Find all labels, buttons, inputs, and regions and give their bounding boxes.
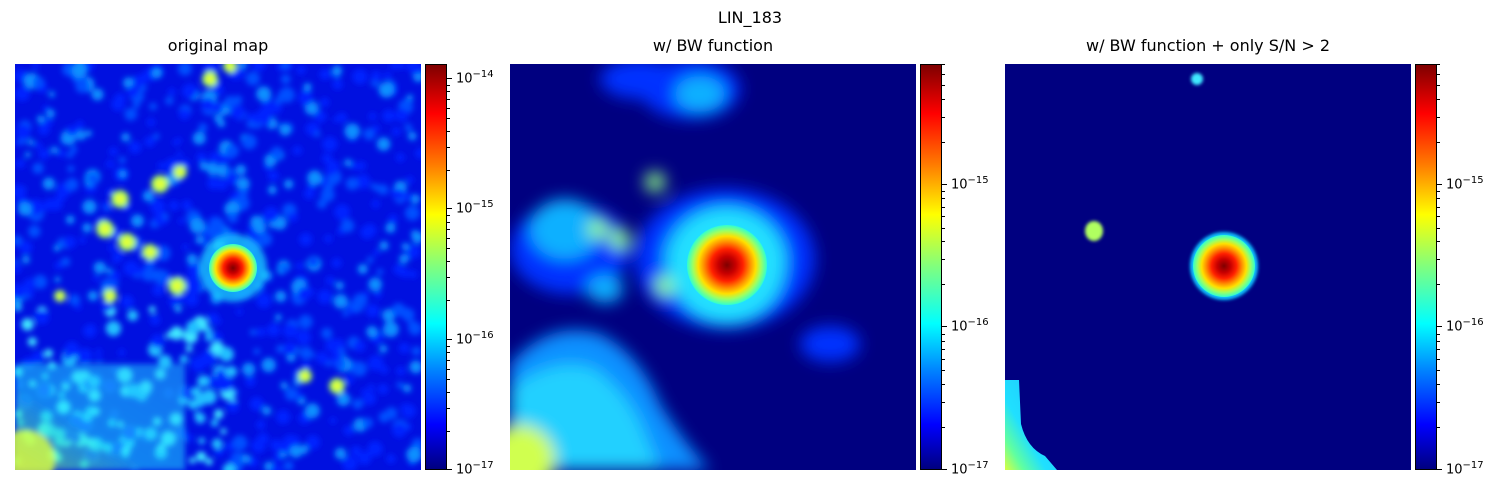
colorbar-minor-tick <box>447 118 450 120</box>
colorbar-ticks: 10−17 10−16 10−15 <box>942 64 1012 477</box>
colorbar-minor-tick <box>942 370 945 372</box>
colorbar-minor-tick <box>447 359 450 361</box>
colorbar-minor-tick <box>942 341 945 343</box>
colorbar-tick-label: 10−17 <box>942 460 1002 477</box>
colorbar-minor-tick <box>447 99 450 101</box>
colorbar-minor-tick <box>942 84 945 86</box>
colorbar-minor-tick <box>942 358 945 360</box>
colorbar-minor-tick <box>447 391 450 393</box>
colorbar-minor-tick <box>1437 64 1440 65</box>
colorbar-minor-tick <box>1437 84 1440 86</box>
colorbar-minor-tick <box>447 300 450 302</box>
panel-title: original map <box>167 36 269 55</box>
colorbar-minor-tick <box>1437 259 1440 261</box>
colorbar-minor-tick <box>1437 349 1440 351</box>
colorbar-tick-label: 10−15 <box>1437 175 1497 192</box>
colorbar-minor-tick <box>1437 341 1440 343</box>
panel-title: w/ BW function + only S/N > 2 <box>1085 36 1330 55</box>
colorbar-minor-tick <box>1437 73 1440 75</box>
colorbar-minor-tick <box>447 229 450 231</box>
colorbar-minor-tick <box>942 206 945 208</box>
colorbar-tick-label: 10−15 <box>942 175 1002 192</box>
colorbar-minor-tick <box>447 169 450 171</box>
colorbar-minor-tick <box>1437 198 1440 200</box>
colorbar-minor-tick <box>942 349 945 351</box>
colorbar-minor-tick <box>942 141 945 143</box>
colorbar-minor-tick <box>447 215 450 217</box>
colorbar-minor-tick <box>447 84 450 86</box>
colorbar-minor-tick <box>942 333 945 335</box>
colorbar-minor-tick <box>942 227 945 229</box>
colorbar-minor-tick <box>1437 384 1440 386</box>
colorbar-minor-tick <box>942 116 945 118</box>
colorbar-minor-tick <box>1437 333 1440 335</box>
colorbar-minor-tick <box>942 284 945 286</box>
colorbar-minor-tick <box>447 407 450 409</box>
colorbar-minor-tick <box>942 384 945 386</box>
colorbar-minor-tick <box>942 73 945 75</box>
colorbar-minor-tick <box>942 191 945 193</box>
colorbar-minor-tick <box>1437 241 1440 243</box>
colorbar-minor-tick <box>447 368 450 370</box>
colorbar-minor-tick <box>447 91 450 93</box>
colorbar-minor-tick <box>1437 284 1440 286</box>
colorbar-minor-tick <box>1437 401 1440 403</box>
colorbar <box>425 64 447 470</box>
colorbar-minor-tick <box>447 147 450 149</box>
colorbar-minor-tick <box>942 98 945 100</box>
colorbar-tick-label: 10−15 <box>447 199 507 217</box>
colorbar-minor-tick <box>1437 227 1440 229</box>
colorbar-minor-tick <box>942 64 945 65</box>
colorbar-minor-tick <box>447 107 450 109</box>
colorbar-tick-label: 10−17 <box>1437 460 1497 477</box>
colorbar-tick-label: 10−16 <box>447 330 507 347</box>
colorbar-minor-tick <box>447 345 450 347</box>
colorbar-minor-tick <box>942 198 945 200</box>
colorbar-tick-label: 10−16 <box>1437 317 1497 335</box>
colorbar-minor-tick <box>1437 206 1440 208</box>
colorbar-minor-tick <box>447 378 450 380</box>
colorbar-minor-tick <box>942 216 945 218</box>
colorbar-minor-tick <box>447 277 450 279</box>
colorbar-minor-tick <box>1437 370 1440 372</box>
colorbar-minor-tick <box>447 352 450 354</box>
colorbar <box>1415 64 1437 470</box>
colorbar-minor-tick <box>447 238 450 240</box>
colorbar-tick-label: 10−14 <box>447 69 507 86</box>
colorbar-minor-tick <box>447 248 450 250</box>
colorbar-minor-tick <box>1437 427 1440 429</box>
colorbar-minor-tick <box>1437 98 1440 100</box>
colorbar-tick-label: 10−16 <box>942 317 1002 335</box>
colorbar-minor-tick <box>1437 141 1440 143</box>
colorbar-minor-tick <box>1437 191 1440 193</box>
colorbar-minor-tick <box>942 427 945 429</box>
heatmap-original <box>15 64 421 470</box>
heatmap-bw-sn <box>1005 64 1411 470</box>
colorbar-ticks: 10−17 10−16 10−15 10−14 <box>447 64 517 477</box>
colorbar-tick-label: 10−17 <box>447 460 507 477</box>
colorbar-minor-tick <box>447 261 450 263</box>
colorbar-minor-tick <box>447 130 450 132</box>
colorbar-minor-tick <box>1437 116 1440 118</box>
colorbar-minor-tick <box>942 259 945 261</box>
colorbar-minor-tick <box>942 401 945 403</box>
colorbar-minor-tick <box>1437 216 1440 218</box>
figure-title: LIN_183 <box>717 8 783 27</box>
colorbar-ticks: 10−17 10−16 10−15 <box>1437 64 1500 477</box>
colorbar-minor-tick <box>942 241 945 243</box>
colorbar-minor-tick <box>447 221 450 223</box>
heatmap-bw <box>510 64 916 470</box>
panel-title: w/ BW function <box>652 36 774 55</box>
colorbar-minor-tick <box>447 430 450 432</box>
colorbar-minor-tick <box>1437 358 1440 360</box>
colorbar <box>920 64 942 470</box>
